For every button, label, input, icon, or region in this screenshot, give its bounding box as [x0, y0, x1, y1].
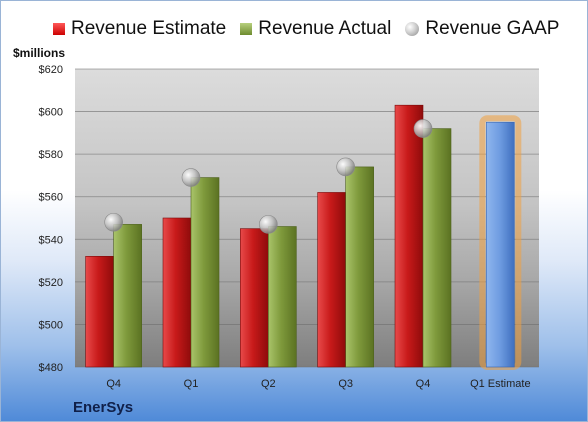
- y-tick-label: $480: [39, 362, 63, 374]
- y-axis-unit-label: $millions: [13, 46, 66, 60]
- bar-actual: [345, 166, 374, 368]
- bar-actual: [422, 128, 452, 368]
- marker-gaap: [413, 119, 433, 138]
- bar-estimate: [317, 192, 346, 368]
- bar-estimate: [394, 104, 424, 368]
- bar-actual: [190, 177, 220, 368]
- legend-swatch-gaap: [405, 22, 420, 36]
- legend-item-gaap: Revenue GAAP: [405, 18, 559, 40]
- y-tick-label: $620: [39, 64, 63, 76]
- bar-actual: [113, 224, 142, 368]
- legend-label-gaap: Revenue GAAP: [425, 18, 560, 39]
- chart-legend: Revenue Estimate Revenue Actual Revenue …: [53, 16, 559, 42]
- company-name: EnerSys: [73, 399, 134, 416]
- marker-gaap: [181, 168, 201, 187]
- legend-label-actual: Revenue Actual: [258, 18, 392, 39]
- y-tick-label: $540: [39, 234, 63, 246]
- legend-item-estimate: Revenue Estimate: [53, 18, 226, 40]
- y-tick-label: $500: [39, 319, 63, 331]
- plot-area: [75, 69, 539, 367]
- y-tick-label: $560: [39, 192, 63, 204]
- x-tick-label: Q2: [261, 378, 276, 390]
- legend-item-actual: Revenue Actual: [240, 18, 391, 40]
- legend-swatch-estimate: [53, 23, 65, 35]
- legend-label-estimate: Revenue Estimate: [71, 18, 227, 39]
- bar-estimate: [162, 217, 192, 368]
- marker-gaap: [104, 212, 123, 232]
- y-tick-label: $580: [39, 149, 63, 161]
- x-tick-label: Q3: [338, 378, 353, 390]
- marker-gaap: [259, 215, 278, 234]
- marker-gaap: [336, 157, 355, 177]
- bar-estimate: [240, 228, 269, 368]
- bar-estimate-future: [486, 121, 515, 368]
- x-tick-label: Q1 Estimate: [470, 378, 531, 390]
- x-tick-label: Q1: [184, 378, 199, 390]
- x-tick-label: Q4: [106, 378, 121, 390]
- bar-estimate: [85, 256, 114, 368]
- bar-actual: [268, 226, 297, 368]
- y-tick-label: $600: [39, 107, 63, 119]
- x-tick-label: Q4: [416, 378, 431, 390]
- legend-swatch-actual: [240, 23, 253, 35]
- y-tick-label: $520: [39, 277, 63, 289]
